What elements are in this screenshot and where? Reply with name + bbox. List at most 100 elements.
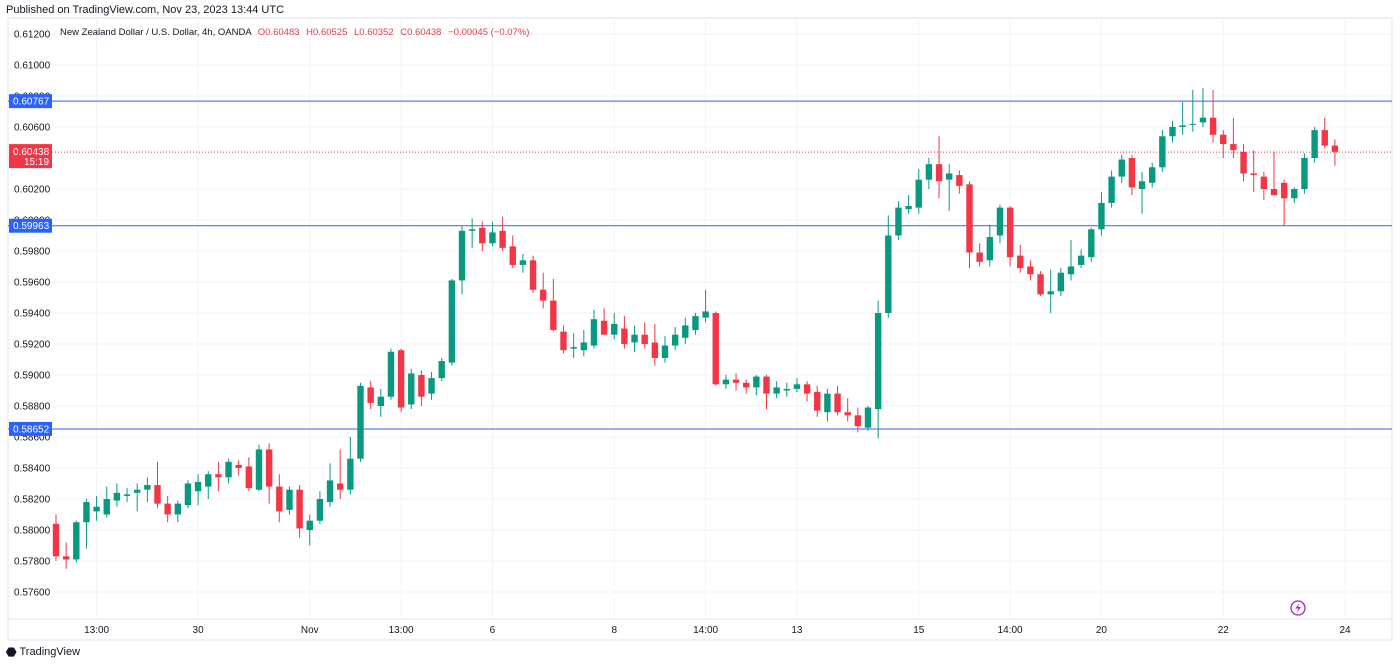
candle-body[interactable] (651, 342, 659, 358)
candle-body[interactable] (1128, 158, 1136, 188)
candle-body[interactable] (1301, 158, 1308, 189)
candle-body[interactable] (62, 556, 70, 560)
candle-body[interactable] (570, 347, 577, 349)
candle-body[interactable] (194, 481, 202, 492)
candle-body[interactable] (814, 392, 821, 411)
candle-body[interactable] (1331, 145, 1339, 152)
candle-body[interactable] (529, 260, 537, 290)
candle-body[interactable] (671, 334, 679, 346)
candle-body[interactable] (682, 325, 689, 338)
candle-body[interactable] (824, 393, 831, 413)
candle-body[interactable] (874, 313, 882, 410)
candle-body[interactable] (367, 387, 374, 403)
candle-body[interactable] (1088, 229, 1095, 258)
candle-body[interactable] (986, 237, 993, 261)
candle-body[interactable] (134, 489, 141, 493)
candle-body[interactable] (225, 461, 232, 478)
candle-body[interactable] (915, 179, 922, 208)
candle-body[interactable] (702, 311, 709, 318)
candle-body[interactable] (712, 313, 719, 385)
candle-body[interactable] (1250, 173, 1257, 176)
candle-body[interactable] (1108, 176, 1115, 203)
candle-body[interactable] (895, 207, 902, 236)
candle-body[interactable] (560, 331, 567, 351)
candle-body[interactable] (1047, 291, 1054, 295)
candle-body[interactable] (783, 388, 790, 391)
candle-body[interactable] (316, 499, 324, 521)
candle-body[interactable] (164, 503, 171, 515)
candle-body[interactable] (154, 485, 161, 504)
candle-body[interactable] (1149, 167, 1156, 183)
candle-body[interactable] (550, 300, 557, 331)
candle-body[interactable] (611, 323, 618, 335)
candle-body[interactable] (621, 328, 628, 345)
candle-body[interactable] (803, 384, 811, 394)
candle-body[interactable] (732, 379, 740, 383)
candle-body[interactable] (235, 464, 242, 468)
candle-body[interactable] (337, 483, 344, 490)
candle-body[interactable] (144, 485, 151, 490)
candle-body[interactable] (935, 164, 943, 182)
candle-body[interactable] (418, 375, 425, 397)
candle-body[interactable] (286, 489, 293, 510)
candle-body[interactable] (306, 520, 313, 530)
candle-body[interactable] (458, 230, 466, 281)
candle-body[interactable] (976, 252, 983, 262)
candle-body[interactable] (397, 350, 405, 408)
candle-body[interactable] (387, 351, 395, 397)
lightning-icon[interactable] (1290, 600, 1306, 616)
candle-body[interactable] (489, 232, 496, 244)
candle-body[interactable] (834, 393, 841, 413)
candle-body[interactable] (377, 396, 384, 406)
candle-body[interactable] (1027, 266, 1034, 275)
candle-body[interactable] (641, 334, 648, 344)
candle-body[interactable] (1017, 255, 1024, 269)
candle-body[interactable] (428, 378, 435, 394)
candle-body[interactable] (692, 316, 699, 331)
candle-body[interactable] (184, 483, 192, 506)
candle-body[interactable] (1209, 117, 1217, 135)
y-axis[interactable]: 0.612000.610000.608000.606000.604000.602… (14, 30, 51, 599)
candle-body[interactable] (1067, 266, 1075, 275)
candle-body[interactable] (966, 184, 973, 253)
candle-body[interactable] (763, 376, 770, 394)
candle-body[interactable] (956, 175, 963, 186)
candle-body[interactable] (1006, 207, 1014, 258)
candle-body[interactable] (1098, 202, 1105, 230)
candle-body[interactable] (215, 474, 222, 478)
candle-body[interactable] (773, 387, 780, 394)
candle-body[interactable] (661, 345, 669, 358)
candle-body[interactable] (1179, 125, 1186, 127)
candle-body[interactable] (1220, 134, 1227, 145)
candle-body[interactable] (326, 480, 334, 503)
candle-body[interactable] (1118, 159, 1125, 177)
candle-body[interactable] (1230, 144, 1237, 151)
candle-body[interactable] (1260, 176, 1268, 189)
candle-body[interactable] (1199, 117, 1207, 123)
candle-body[interactable] (255, 449, 263, 490)
candle-body[interactable] (113, 492, 121, 501)
candle-body[interactable] (357, 385, 364, 459)
candle-body[interactable] (347, 458, 354, 490)
candle-body[interactable] (1077, 255, 1085, 265)
candle-body[interactable] (743, 382, 750, 388)
candle-body[interactable] (1138, 181, 1146, 189)
candle-body[interactable] (438, 361, 445, 379)
candle-body[interactable] (946, 173, 953, 180)
candle-body[interactable] (864, 407, 872, 428)
candle-body[interactable] (590, 319, 598, 346)
candle-body[interactable] (1037, 274, 1044, 295)
candle-body[interactable] (1169, 127, 1176, 137)
candle-body[interactable] (123, 494, 131, 496)
candle-body[interactable] (205, 474, 212, 487)
horizontal-levels[interactable] (8, 100, 1392, 430)
candle-body[interactable] (276, 486, 283, 512)
candle-body[interactable] (265, 449, 273, 487)
candle-body[interactable] (519, 260, 527, 265)
candle-body[interactable] (1311, 130, 1318, 158)
candle-body[interactable] (509, 246, 516, 265)
candle-body[interactable] (854, 415, 862, 427)
candle-body[interactable] (1057, 272, 1065, 292)
candle-body[interactable] (93, 506, 100, 512)
